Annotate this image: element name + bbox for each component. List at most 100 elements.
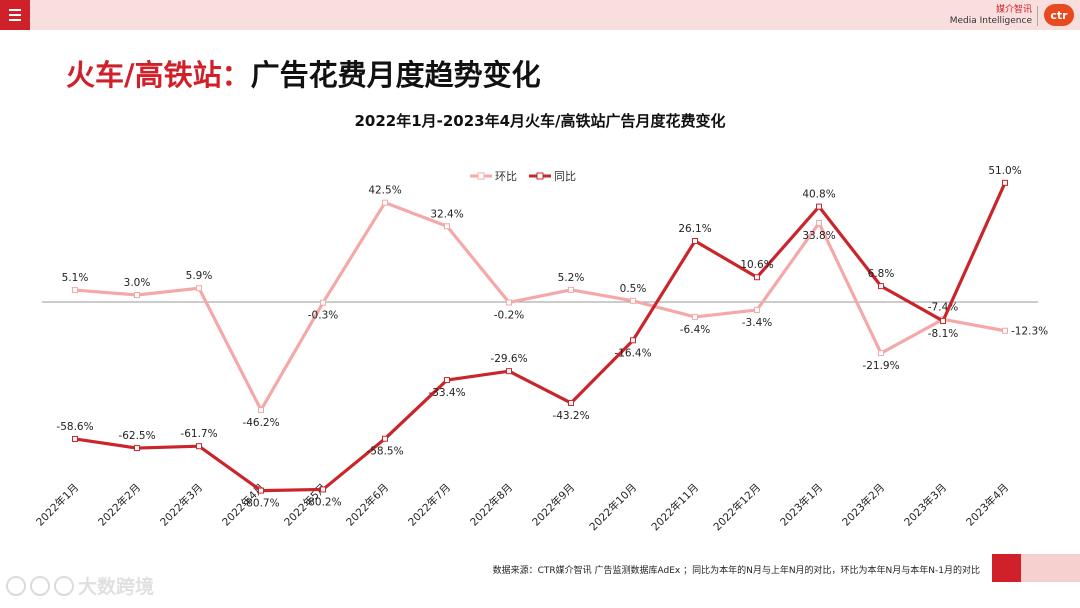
data-label: 42.5% — [368, 185, 401, 197]
data-label: -12.3% — [1011, 326, 1048, 338]
footer-pink-block — [1021, 554, 1080, 582]
data-point — [692, 313, 698, 320]
x-tick-label: 2022年12月 — [711, 481, 763, 533]
data-label: 33.8% — [802, 230, 835, 242]
data-label: -46.2% — [242, 417, 279, 429]
brand-block: 媒介智讯 Media Intelligence — [950, 6, 1032, 26]
x-tick-label: 2022年10月 — [587, 481, 639, 533]
hamburger-menu-icon[interactable] — [0, 0, 30, 30]
x-tick-label: 2023年1月 — [777, 481, 825, 529]
data-point — [506, 368, 512, 375]
x-tick-label: 2023年3月 — [901, 481, 949, 529]
brand-divider — [1037, 6, 1038, 26]
data-label: -43.2% — [552, 410, 589, 422]
data-label: -0.2% — [494, 309, 524, 321]
x-tick-label: 2022年3月 — [157, 481, 205, 529]
legend-marker-1 — [536, 172, 544, 180]
data-point — [692, 238, 698, 245]
top-bar — [0, 0, 1080, 30]
x-tick-label: 2022年1月 — [33, 481, 81, 529]
legend-label-1: 同比 — [554, 170, 576, 183]
data-label: 40.8% — [802, 189, 835, 201]
data-label: -58.5% — [366, 446, 403, 458]
data-label: -62.5% — [118, 430, 155, 442]
page-title-rest: 广告花费月度趋势变化 — [250, 58, 541, 92]
data-point — [320, 299, 326, 306]
data-point — [134, 291, 140, 298]
data-point — [568, 399, 574, 406]
data-point — [816, 220, 822, 227]
series-line-0 — [74, 201, 1006, 412]
x-tick-label: 2022年2月 — [95, 481, 143, 529]
data-label: 26.1% — [678, 223, 711, 235]
x-tick-label: 2022年9月 — [529, 481, 577, 529]
data-point — [258, 406, 264, 413]
x-tick-label: 2022年11月 — [649, 481, 701, 533]
brand-name-cn: 媒介智讯 — [995, 5, 1032, 15]
data-point — [196, 285, 202, 292]
data-point — [196, 443, 202, 450]
x-tick-label: 2022年7月 — [405, 481, 453, 529]
x-tick-label: 2023年4月 — [963, 481, 1011, 529]
data-point — [382, 199, 388, 206]
page-title-highlight: 火车/高铁站： — [66, 58, 251, 92]
data-label: 3.0% — [124, 277, 151, 289]
watermark-circle-icon — [6, 575, 26, 596]
data-point — [940, 317, 946, 324]
data-point — [72, 435, 78, 442]
data-point — [320, 486, 326, 493]
data-label: 5.1% — [62, 272, 89, 284]
data-label: 32.4% — [430, 208, 463, 220]
data-point — [816, 203, 822, 210]
watermark-text: 大数跨境 — [78, 576, 155, 598]
data-label: -29.6% — [490, 353, 527, 365]
data-label: -21.9% — [862, 360, 899, 372]
data-point — [382, 435, 388, 442]
x-tick-label: 2023年2月 — [839, 481, 887, 529]
brand-name-en: Media Intelligence — [949, 16, 1032, 26]
watermark-circle-icon — [54, 575, 74, 596]
data-label: -0.3% — [308, 310, 338, 322]
data-point — [1002, 179, 1008, 186]
data-point — [754, 306, 760, 313]
data-label: 6.8% — [868, 268, 895, 280]
data-label: -58.6% — [56, 421, 93, 433]
data-point — [258, 487, 264, 494]
data-point — [72, 287, 78, 294]
data-point — [568, 286, 574, 293]
data-source-note: 数据来源：CTR媒介智讯 广告监测数据库AdEx ；同比为本年的N月与上年N月的… — [492, 566, 980, 576]
data-label: -6.4% — [680, 324, 710, 336]
ctr-logo: ctr — [1044, 4, 1074, 26]
page-title: 火车/高铁站：广告花费月度趋势变化 — [66, 52, 541, 94]
data-label: 5.2% — [558, 272, 585, 284]
data-point — [878, 283, 884, 290]
x-tick-label: 2022年6月 — [343, 481, 391, 529]
data-point — [754, 274, 760, 281]
data-point — [444, 377, 450, 384]
data-point — [1002, 327, 1008, 334]
data-label: 10.6% — [740, 259, 773, 271]
data-point — [630, 337, 636, 344]
data-label: -33.4% — [428, 387, 465, 399]
x-tick-label: 2022年8月 — [467, 481, 515, 529]
data-label: -80.7% — [242, 498, 279, 510]
data-label: -7.4% — [928, 301, 958, 313]
footer-red-block — [992, 554, 1021, 582]
data-point — [444, 223, 450, 230]
data-point — [134, 445, 140, 452]
watermark-circle-icon — [30, 575, 50, 596]
data-label: -16.4% — [614, 347, 651, 359]
data-label: 51.0% — [988, 165, 1021, 177]
chart-title: 2022年1月-2023年4月火车/高铁站广告月度花费变化 — [354, 112, 726, 130]
legend-label-0: 环比 — [495, 170, 517, 183]
data-label: -61.7% — [180, 428, 217, 440]
data-label: -3.4% — [742, 317, 772, 329]
data-point — [506, 299, 512, 306]
data-label: 0.5% — [620, 283, 647, 295]
watermark: 大数跨境 — [6, 572, 154, 599]
data-label: -80.2% — [304, 496, 341, 508]
data-point — [630, 297, 636, 304]
series-line-1 — [74, 182, 1007, 493]
data-point — [878, 350, 884, 357]
